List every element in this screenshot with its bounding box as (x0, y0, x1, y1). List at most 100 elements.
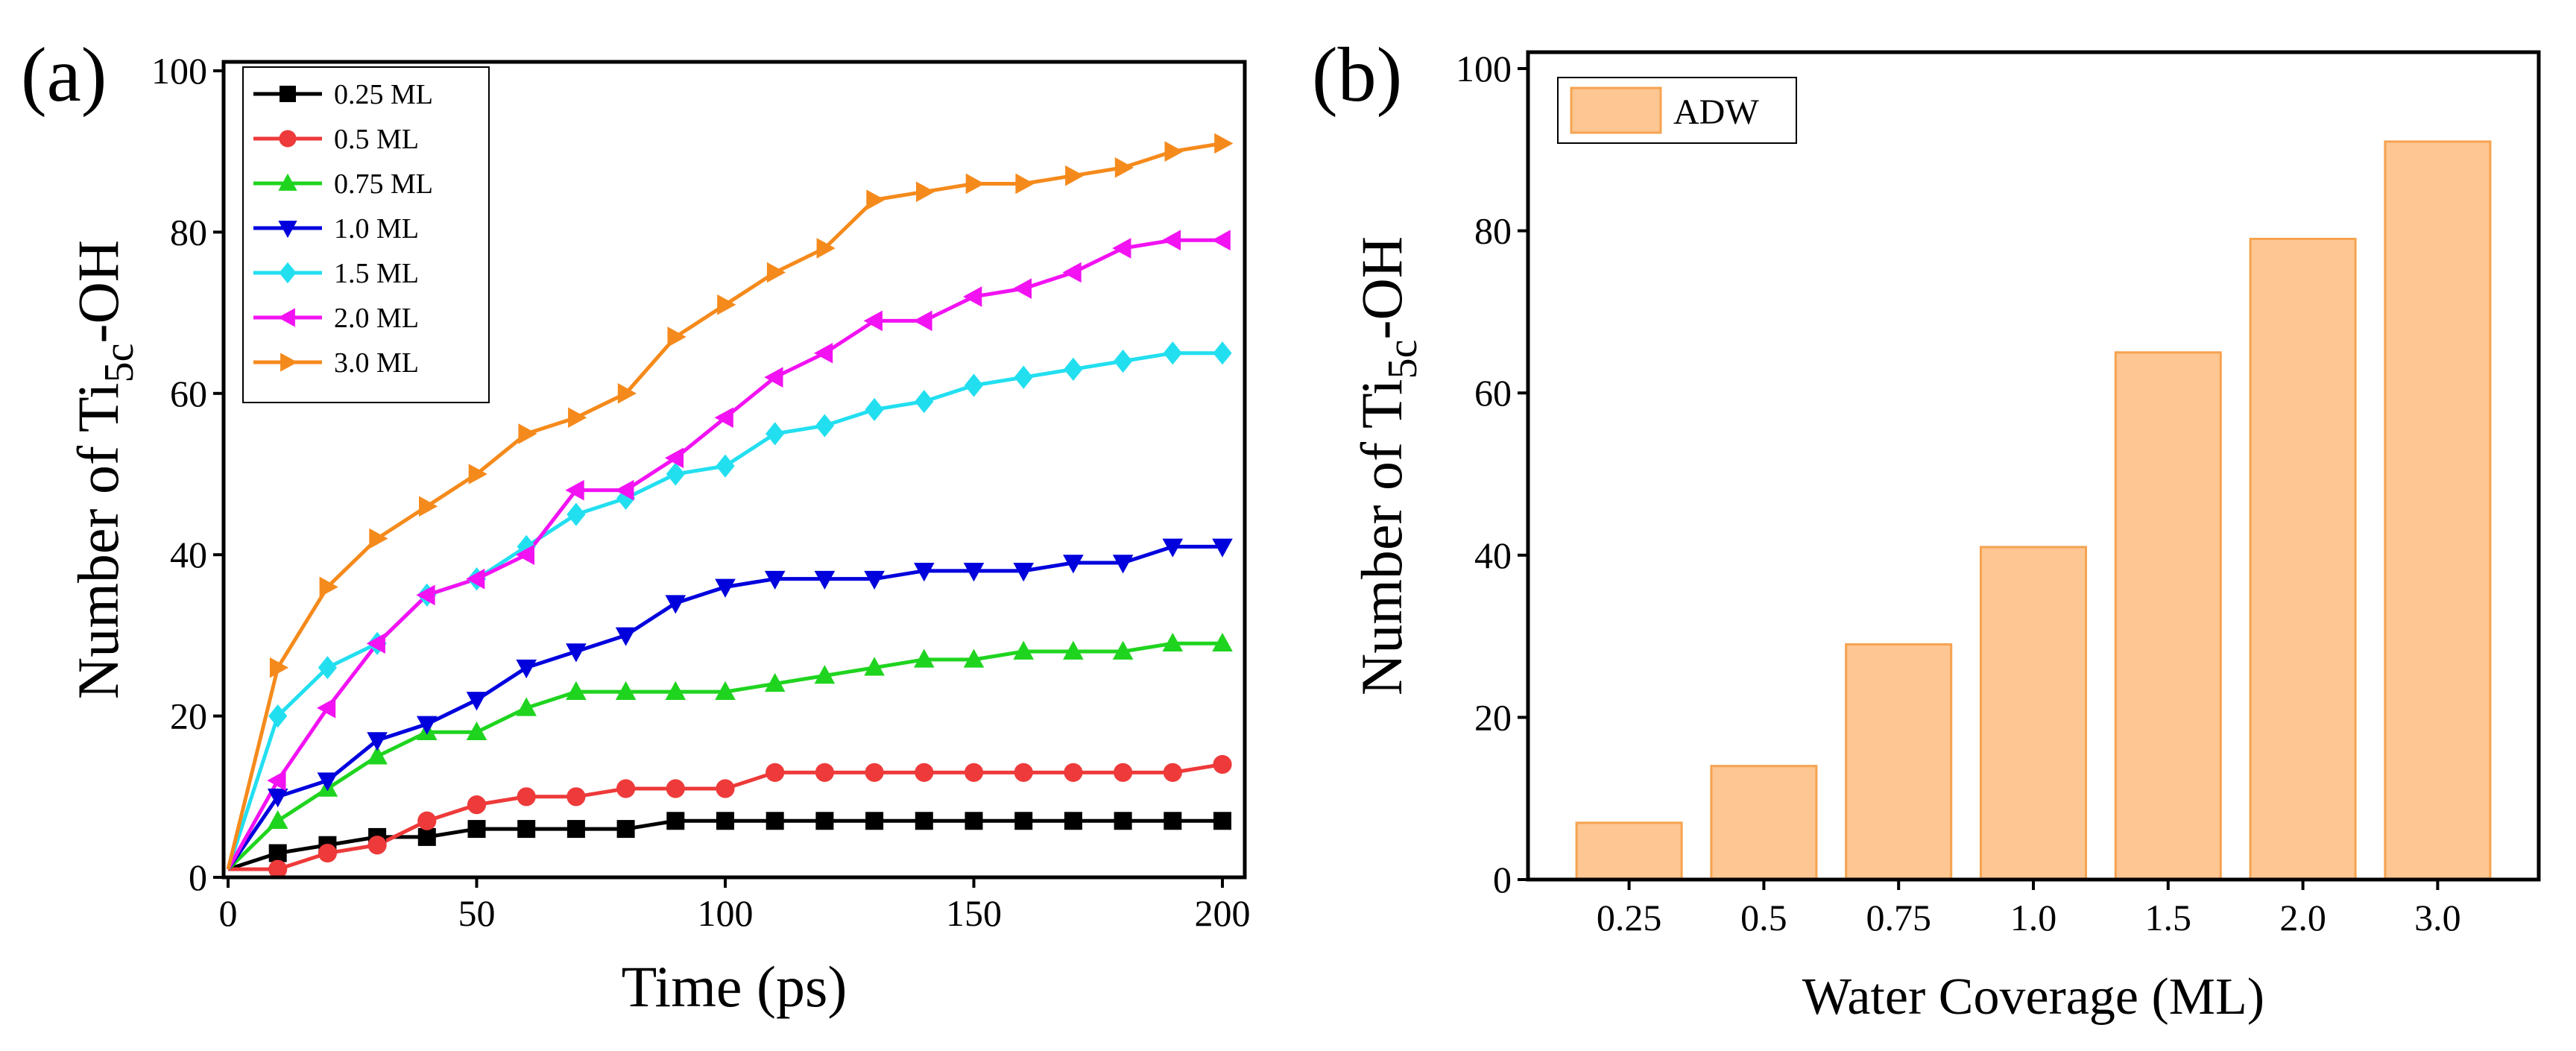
panel-a-data-point (814, 665, 836, 684)
panel-a-data-point (665, 595, 686, 614)
panel-a-data-point (914, 563, 935, 582)
panel-a-data-point (814, 570, 836, 590)
panel-b-legend-swatch (1570, 86, 1662, 134)
panel-b-legend: ADW (1557, 77, 1797, 144)
panel-a-data-point (516, 697, 537, 716)
panel-a-axes: 0 50 100 150 200 0 20 40 60 80 100 (151, 50, 1251, 934)
panel-a-data-point (467, 795, 487, 815)
panel-b-bar (2249, 237, 2357, 881)
panel-a-data-point (666, 812, 685, 830)
panel-b-y-title-subscript: 5c (1380, 340, 1426, 379)
panel-a-data-point (467, 820, 486, 839)
panel-a-data-point (964, 373, 984, 397)
panel-a-data-point (416, 584, 435, 606)
panel-a-data-point (267, 809, 288, 830)
panel-a-data-point (1164, 141, 1184, 162)
panel-a-data-point (1112, 555, 1134, 574)
panel-a-y-tick-label: 40 (170, 534, 207, 575)
panel-a-data-point (914, 648, 935, 668)
panel-a-data-point (568, 407, 587, 429)
panel-b-bar (1845, 643, 1953, 881)
panel-a-data-point (865, 763, 884, 782)
panel-a-data-point (1164, 812, 1182, 830)
panel-a-legend-marker (278, 173, 297, 191)
panel-a-legend-label: 3.0 ML (334, 347, 419, 379)
panel-a-legend-label: 0.25 ML (334, 79, 433, 110)
panel-a-data-point (915, 812, 933, 830)
panel-a-data-point (616, 779, 636, 798)
panel-a-data-point (317, 697, 336, 719)
panel-a-data-point (764, 367, 783, 388)
panel-b-bar (1710, 765, 1818, 881)
panel-a-x-tick-label: 150 (946, 892, 1002, 934)
panel-a-data-point (864, 657, 885, 676)
panel-a-data-point (915, 763, 934, 782)
panel-a-data-point (1211, 230, 1231, 251)
panel-b-x-tick-label: 2.0 (2279, 897, 2326, 938)
panel-a-data-point (269, 657, 289, 678)
panel-b-x-tick-label: 3.0 (2414, 897, 2461, 938)
panel-a-data-point (417, 827, 436, 846)
panel-a-y-tick-label: 60 (170, 373, 207, 414)
panel-a-data-point (319, 576, 338, 598)
panel-a-x-tick-label: 50 (458, 892, 496, 934)
panel-a-data-point (863, 310, 883, 332)
panel-a-legend-marker (277, 308, 295, 327)
panel-b-y-tick-label: 80 (1474, 210, 1512, 252)
panel-b-y-tick-label: 0 (1493, 859, 1512, 900)
panel-a-data-point (815, 414, 834, 438)
panel-a-data-point (1015, 173, 1035, 195)
panel-a-x-tick-label: 200 (1195, 892, 1251, 934)
panel-a-data-point (317, 772, 338, 792)
panel-a-legend-label: 1.0 ML (334, 213, 419, 244)
panel-a-data-point (1064, 763, 1083, 782)
panel-a-y-axis-title: Number of Ti5c-OH (66, 240, 142, 699)
panel-a-legend-marker (279, 262, 297, 284)
panel-a-data-point (367, 836, 387, 855)
panel-a-data-point (865, 397, 884, 422)
panel-a-data-point (1213, 754, 1232, 774)
panel-a-data-point (318, 843, 337, 863)
panel-a-data-point (268, 844, 287, 862)
panel-b-plot-frame (1526, 50, 2541, 882)
panel-a-data-point (816, 238, 836, 259)
panel-a-data-point (1014, 812, 1033, 830)
panel-a-data-point (1112, 640, 1134, 660)
panel-a-data-point (566, 787, 586, 807)
panel-a-data-point (367, 745, 388, 765)
panel-a-data-point (466, 692, 487, 711)
panel-b-x-tick-label: 1.5 (2145, 897, 2192, 938)
panel-a-data-point (716, 779, 735, 798)
panel-a-y-tick-label: 80 (170, 211, 207, 253)
panel-a-data-point (366, 633, 385, 654)
panel-a-legend-label: 1.5 ML (334, 258, 419, 289)
panel-a-data-point (963, 286, 982, 307)
panel-a-data-point (1064, 357, 1083, 381)
panel-a-data-point (965, 812, 983, 830)
panel-b-y-title-main: Number of Ti (1349, 379, 1414, 695)
panel-a-data-point (517, 787, 536, 807)
panel-a-data-point (864, 570, 885, 590)
panel-a-data-point (666, 462, 685, 486)
panel-a-data-point (666, 779, 685, 798)
panel-a-data-point (1065, 165, 1085, 186)
panel-a-data-point (267, 789, 288, 808)
panel-a-data-point (1213, 341, 1232, 365)
panel-a-data-point (764, 570, 786, 590)
panel-b-bar (1575, 821, 1683, 881)
panel-b-bar (2114, 351, 2222, 881)
panel-a-y-tick-label: 100 (151, 50, 207, 92)
panel-a-data-point (664, 447, 684, 469)
panel-a-legend-marker (280, 86, 296, 102)
panel-a-data-point (765, 422, 785, 446)
panel-b-x-tick-label: 1.0 (2010, 897, 2057, 938)
panel-a-data-point (1014, 365, 1033, 389)
panel-a-data-point (417, 716, 438, 735)
panel-a-data-point (1013, 640, 1034, 660)
panel-a-data-point (766, 262, 786, 283)
panel-a-data-point (1162, 538, 1184, 558)
panel-b-y-title-suffix: -OH (1349, 236, 1414, 340)
panel-a-legend-marker (278, 221, 297, 239)
